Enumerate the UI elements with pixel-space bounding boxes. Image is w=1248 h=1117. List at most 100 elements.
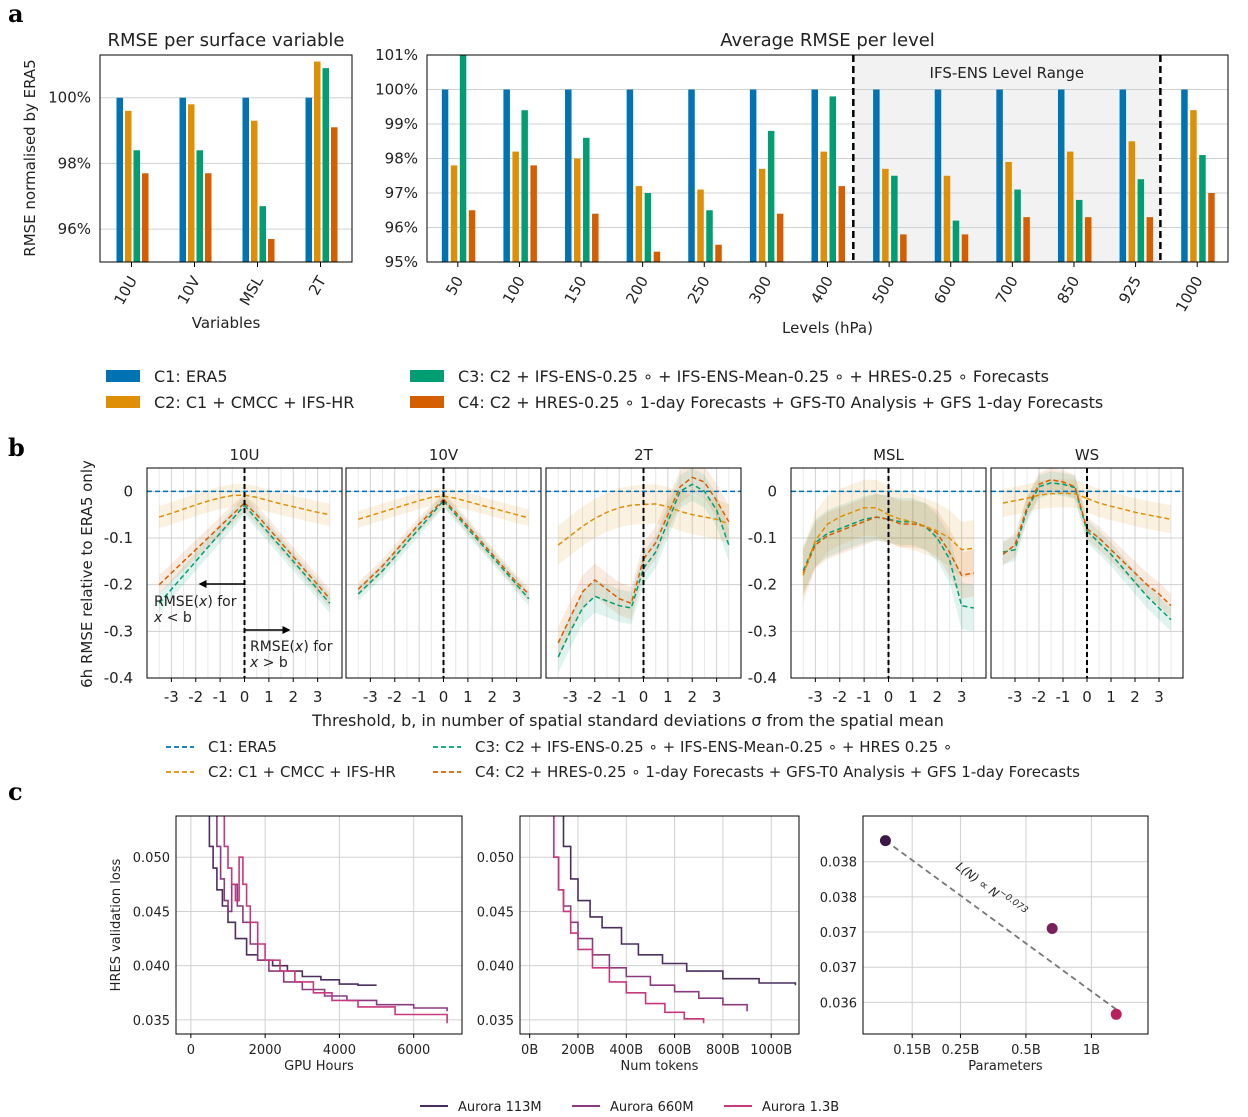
a2-bar-C4-925 — [1146, 217, 1154, 262]
b-xtick-label: 0 — [639, 688, 649, 706]
a2-bar-C3-250 — [706, 210, 713, 262]
a2-bar-C4-150 — [592, 213, 599, 262]
legend-a-label-C4: C4: C2 + HRES-0.25 ∘ 1-day Forecasts + G… — [458, 393, 1103, 412]
c2-axes-frame — [519, 815, 800, 1035]
a2-bar-C4-600 — [961, 234, 969, 262]
b-title-10U: 10U — [229, 446, 259, 464]
b-band-C4 — [558, 468, 729, 660]
a2-bar-C1-925 — [1119, 89, 1127, 262]
b-annot-left-line1: RMSE(x) for — [154, 594, 237, 610]
a1-ylabel: RMSE normalised by ERA5 — [21, 59, 39, 256]
a2-ytick-label: 101% — [375, 46, 418, 64]
b-xtick-label: 1 — [1106, 688, 1116, 706]
a2-bar-C3-1000 — [1199, 155, 1206, 262]
a1-xtick-label: 10U — [110, 273, 141, 308]
b-ytick-label: 0 — [123, 482, 133, 500]
c1-xlabel: GPU Hours — [284, 1059, 354, 1074]
b-title-2T: 2T — [634, 446, 654, 464]
panel-label-a: a — [8, 0, 24, 28]
b-ytick-label: -0.4 — [748, 669, 777, 687]
c1-curve-a13 — [223, 816, 448, 1024]
c2-xtick-label: 600B — [658, 1043, 692, 1058]
b-xtick-label: -3 — [164, 688, 179, 706]
a2-xtick-label: 1000 — [1172, 273, 1207, 315]
b-xtick-label: 1 — [264, 688, 274, 706]
a1-title: RMSE per surface variable — [107, 30, 344, 51]
b-band-C2 — [558, 484, 729, 565]
a2-xtick-label: 500 — [869, 273, 899, 307]
a1-bar-C3-MSL — [259, 206, 266, 262]
c3-ytick-label: 0.038 — [820, 891, 857, 906]
a2-xtick-label: 300 — [745, 273, 775, 307]
c1-plot-area — [208, 816, 448, 1024]
a2-bar-C3-600 — [952, 220, 960, 262]
a2-bar-C1-250 — [688, 89, 695, 262]
c2-ytick-label: 0.035 — [477, 1014, 514, 1029]
a1-xtick-label: MSL — [236, 272, 267, 308]
a2-bar-C1-500 — [873, 89, 880, 262]
a2-bar-C2-400 — [820, 151, 827, 262]
legend-a-swatch-C1 — [106, 370, 140, 382]
legend-a-swatch-C3 — [410, 370, 444, 382]
legend-c-label-a113: Aurora 113M — [458, 1100, 542, 1115]
b-xtick-label: -1 — [857, 688, 872, 706]
c3-xlabel: Parameters — [968, 1059, 1043, 1074]
b-line-C4-left — [158, 502, 246, 586]
b-line-C2-right — [443, 495, 529, 519]
b-xtick-label: 0 — [1082, 688, 1092, 706]
a1-bar-C2-MSL — [251, 120, 258, 262]
b-line-C3-left — [557, 568, 645, 658]
c3-ytick-label: 0.037 — [820, 926, 857, 941]
b-title-10V: 10V — [429, 446, 459, 464]
a2-bar-C3-850 — [1075, 199, 1083, 262]
c2-xtick-label: 0B — [521, 1043, 538, 1058]
a2-bar-C2-300 — [758, 168, 766, 262]
c3-point-0 — [879, 835, 891, 847]
a1-bar-C3-2T — [322, 68, 329, 263]
b-xtick-label: -1 — [612, 688, 627, 706]
c2-ytick-label: 0.045 — [477, 905, 514, 920]
panel-label-b: b — [8, 433, 25, 462]
b-line-C2-left — [158, 494, 245, 518]
a2-xtick-label: 50 — [442, 273, 467, 299]
a2-bar-C4-100 — [530, 165, 537, 262]
b-line-C2-right — [1086, 497, 1172, 521]
b-line-C3-right — [243, 504, 331, 604]
a2-xtick-label: 150 — [561, 273, 591, 307]
a1-axes-frame — [99, 54, 353, 263]
b-xtick-label: 0 — [439, 688, 449, 706]
c3-ytick-label: 0.038 — [820, 856, 857, 871]
legend-c-label-a660: Aurora 660M — [610, 1100, 694, 1115]
a2-bar-C1-50 — [441, 89, 449, 262]
legend-b-label-C1: C1: ERA5 — [208, 738, 277, 756]
a1-bar-C4-10U — [142, 173, 149, 262]
c3-fit-line — [884, 839, 1117, 1011]
a2-xtick-label: 600 — [930, 273, 960, 307]
b-line-C2-right — [643, 503, 730, 525]
c1-ytick-label: 0.040 — [133, 960, 170, 975]
a2-axes-frame — [426, 54, 1229, 263]
a2-ytick-label: 98% — [385, 150, 418, 168]
a1-bar-C2-2T — [314, 61, 321, 263]
a2-xtick-label: 850 — [1054, 273, 1084, 307]
b-xtick-label: 3 — [712, 688, 722, 706]
a2-xtick-label: 250 — [684, 273, 714, 307]
a2-bar-C2-50 — [450, 165, 458, 262]
b-xtick-label: 1 — [463, 688, 473, 706]
a1-ytick-label: 98% — [58, 154, 91, 172]
b-xtick-label: -2 — [1032, 688, 1047, 706]
c2-xtick-label: 800B — [706, 1043, 740, 1058]
b-line-C4-right — [442, 498, 530, 595]
b-line-C2-right — [244, 494, 330, 516]
b-band-C4 — [159, 493, 330, 608]
a2-bar-C3-300 — [767, 130, 775, 262]
a2-bar-C1-1000 — [1181, 89, 1188, 262]
b-xtick-label: 0 — [884, 688, 894, 706]
b-line-C4-right — [1086, 528, 1172, 607]
a2-xtick-label: 700 — [992, 273, 1022, 307]
b-line-C4-right — [642, 476, 730, 560]
b-line-C3-left — [802, 516, 889, 571]
c3-point-1 — [1046, 923, 1058, 935]
legend-c-label-a13: Aurora 1.3B — [762, 1100, 839, 1115]
a1-ytick-label: 96% — [58, 220, 91, 238]
